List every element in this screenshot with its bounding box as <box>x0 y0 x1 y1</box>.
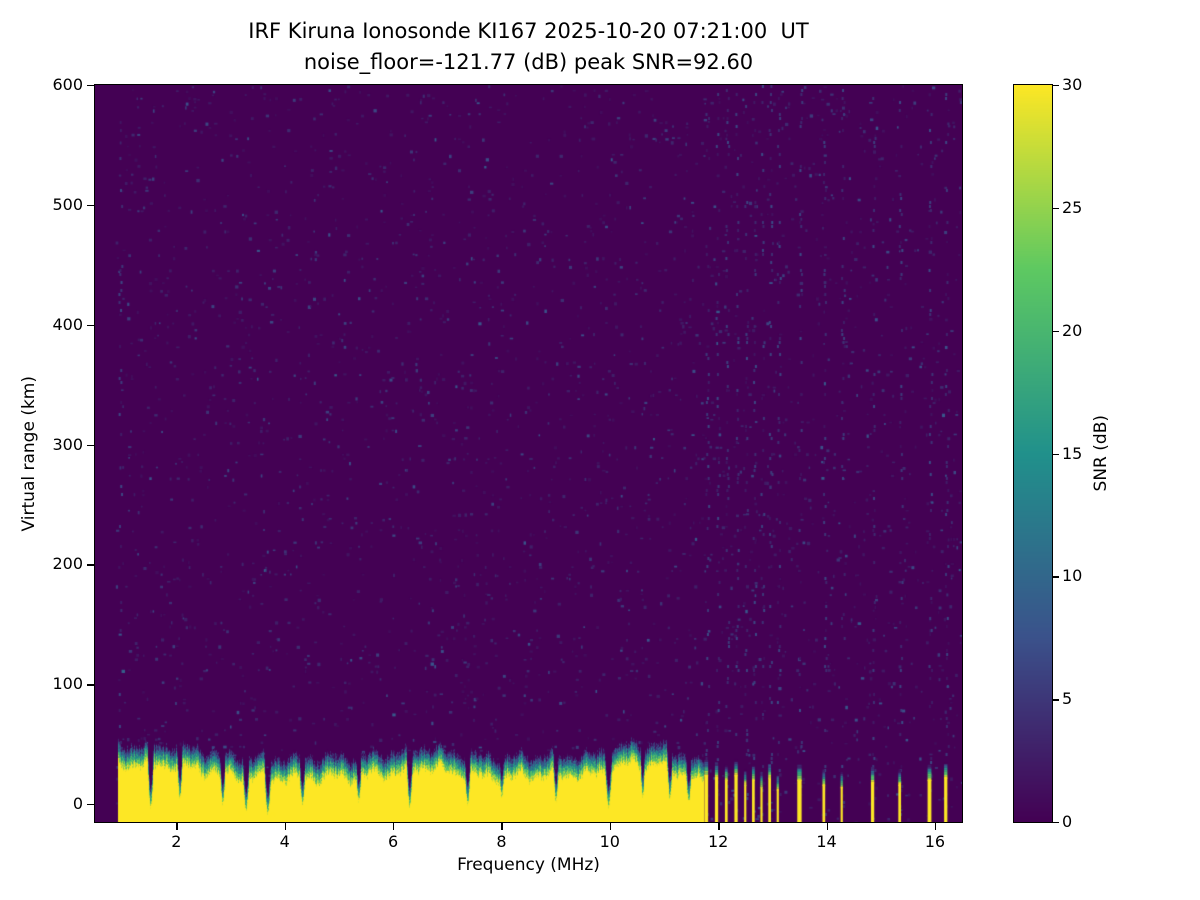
colorbar-tick-mark <box>1053 330 1059 333</box>
x-tick-mark <box>609 823 612 830</box>
x-tick-mark <box>284 823 287 830</box>
colorbar-tick-mark <box>1053 699 1059 701</box>
x-tick-label: 12 <box>707 832 729 851</box>
y-tick-mark <box>87 684 94 686</box>
x-tick-label: 6 <box>387 832 399 851</box>
x-tick-mark <box>393 823 395 830</box>
colorbar-tick-label: 5 <box>1062 689 1073 709</box>
colorbar-tick-label: 10 <box>1062 566 1083 586</box>
colorbar-tick-mark <box>1053 85 1059 87</box>
y-tick-label: 300 <box>52 434 83 454</box>
colorbar-tick-mark <box>1053 453 1059 455</box>
y-tick-label: 200 <box>52 554 83 574</box>
y-tick-label: 400 <box>52 314 83 334</box>
y-tick-mark <box>87 564 94 566</box>
colorbar-tick-mark <box>1053 207 1059 210</box>
x-tick-label: 14 <box>816 832 837 851</box>
colorbar-tick-mark <box>1053 822 1059 824</box>
colorbar-tick-label: 30 <box>1062 75 1083 94</box>
chart-subtitle: noise_floor=-121.77 (dB) peak SNR=92.60 <box>303 50 754 74</box>
colorbar-tick-label: 25 <box>1062 197 1083 217</box>
y-tick-mark <box>87 804 94 806</box>
x-tick-mark <box>934 823 937 830</box>
x-tick-label: 16 <box>924 832 946 851</box>
x-tick-mark <box>501 823 503 830</box>
y-tick-mark <box>87 444 94 446</box>
x-tick-mark <box>826 823 828 830</box>
x-tick-mark <box>176 823 178 830</box>
x-tick-label: 2 <box>171 832 182 851</box>
colorbar <box>1013 84 1053 823</box>
y-tick-mark <box>87 204 94 207</box>
y-tick-label: 500 <box>52 194 83 214</box>
x-tick-label: 8 <box>496 832 507 851</box>
x-tick-label: 4 <box>279 832 290 851</box>
colorbar-tick-mark <box>1053 576 1059 578</box>
colorbar-tick-label: 20 <box>1062 320 1083 340</box>
colorbar-tick-label: 15 <box>1062 443 1083 463</box>
y-tick-label: 600 <box>52 75 83 94</box>
ionogram-heatmap <box>94 84 963 823</box>
y-tick-mark <box>87 85 94 87</box>
y-tick-label: 0 <box>72 794 83 814</box>
chart-title: IRF Kiruna Ionosonde KI167 2025-10-20 07… <box>248 19 809 43</box>
x-tick-label: 10 <box>599 832 620 851</box>
y-tick-label: 100 <box>52 674 83 694</box>
y-tick-mark <box>87 324 94 327</box>
colorbar-tick-label: 0 <box>1062 812 1073 831</box>
x-axis-label: Frequency (MHz) <box>457 855 600 875</box>
x-tick-mark <box>718 823 720 830</box>
